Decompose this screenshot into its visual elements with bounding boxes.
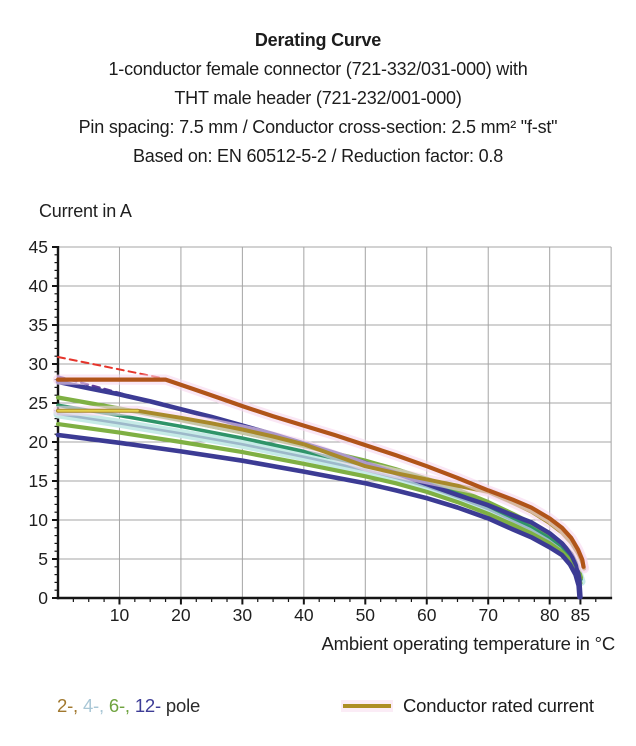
y-tick-label: 0 [38,588,48,608]
y-tick-label: 25 [29,393,48,413]
y-tick-label: 15 [29,471,48,491]
x-axis-title: Ambient operating temperature in °C [321,633,616,654]
chart-subtitle-4: Based on: EN 60512-5-2 / Reduction facto… [132,146,504,166]
y-tick-label: 20 [29,432,49,452]
legend-pole-counts: 2-, 4-, 6-, 12- pole [57,695,200,717]
legend-pole-suffix: pole [160,695,201,716]
chart-subtitle-2: THT male header (721-232/001-000) [174,88,462,108]
legend-conductor-rated: Conductor rated current [341,695,594,717]
x-tick-label: 85 [571,605,590,625]
curve-pole2 [55,377,586,569]
x-tick-label: 40 [294,605,314,625]
chart-title: Derating Curve [254,30,382,50]
legend-pole-token: 2-, [57,695,83,716]
curve-pole12-lower [55,432,582,600]
y-tick-label: 5 [38,549,48,569]
swatch-line [343,704,391,708]
curve-pole6-lower [55,422,583,586]
y-tick-label: 45 [29,237,48,257]
x-tick-label: 70 [478,605,498,625]
chart-subtitle-3: Pin spacing: 7.5 mm / Conductor cross-se… [78,117,558,137]
legend-pole-token: 12- [134,695,161,716]
x-tick-label: 50 [356,605,376,625]
y-tick-label: 30 [29,354,49,374]
legend-pole-tokens: 2-, 4-, 6-, 12- [57,695,161,716]
legend-pole-token: 4-, [82,695,109,716]
conductor-rated-swatch [341,700,393,712]
x-tick-label: 10 [110,605,130,625]
legend-pole-token: 6-, [108,695,135,716]
y-tick-label: 35 [29,315,48,335]
x-tick-label: 20 [171,605,191,625]
y-axis-title: Current in A [39,201,132,221]
title-block: Derating Curve 1-conductor female connec… [0,26,636,171]
x-tick-label: 60 [417,605,437,625]
legend-conductor-rated-label: Conductor rated current [403,695,594,716]
y-tick-label: 40 [29,276,49,296]
chart-subtitle-1: 1-conductor female connector (721-332/03… [108,59,528,79]
x-tick-label: 30 [233,605,253,625]
x-tick-label: 80 [540,605,560,625]
y-tick-label: 10 [29,510,49,530]
